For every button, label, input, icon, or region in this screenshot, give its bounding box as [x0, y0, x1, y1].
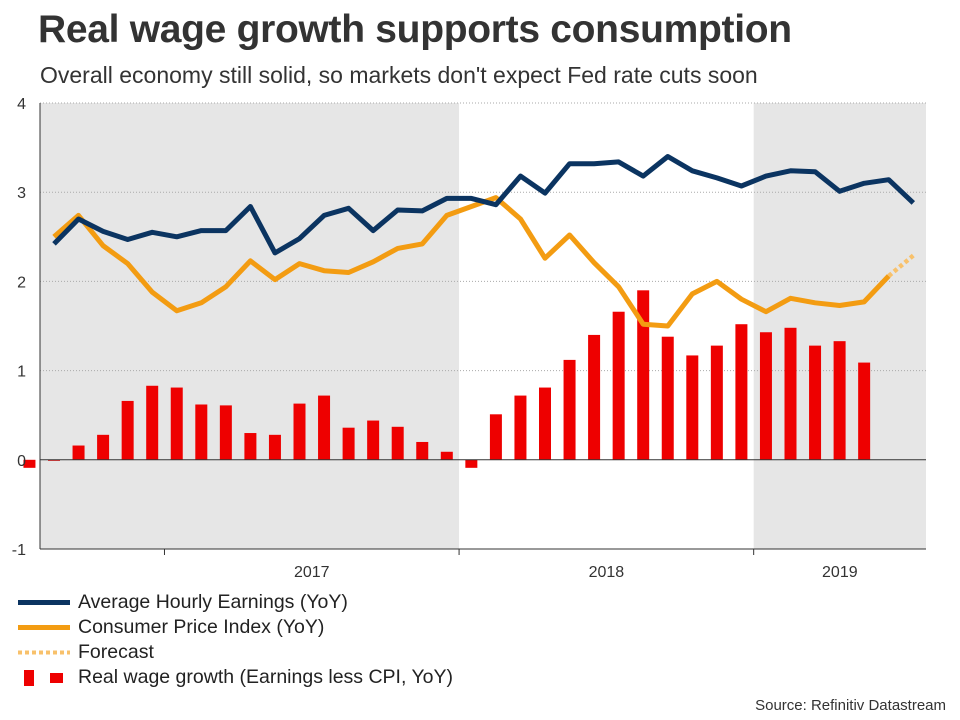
real-wage-bar [244, 433, 257, 460]
y-tick-label: 2 [17, 274, 26, 291]
real-wage-bar [268, 434, 281, 460]
real-wage-bar [735, 324, 748, 460]
real-wage-bar [759, 332, 772, 460]
real-wage-bar [809, 345, 822, 460]
real-wage-bar [539, 387, 551, 460]
real-wage-bar [318, 395, 331, 460]
real-wage-bar [367, 420, 380, 460]
real-wage-bar [170, 387, 183, 460]
legend-item-cpi: Consumer Price Index (YoY) [18, 615, 453, 640]
y-tick-label: -1 [12, 542, 26, 559]
real-wage-bar [219, 405, 232, 460]
real-wage-bar [416, 441, 429, 460]
real-wage-bar [195, 404, 208, 460]
cpi-line-swatch [18, 625, 70, 630]
real-wage-bar [391, 426, 404, 460]
real-wage-bar [121, 400, 134, 460]
real-wage-bar [72, 445, 85, 460]
real-wage-bar [563, 359, 576, 460]
x-tick-label: 2018 [589, 564, 625, 581]
real-wage-bar [514, 395, 527, 460]
real-wage-bars [23, 290, 871, 468]
real-wage-bar [784, 327, 797, 460]
real-wage-bar [661, 336, 674, 460]
axes: -1 0 1 2 3 4 2017 2018 2019 [12, 96, 926, 581]
real-wage-bar-swatch [24, 670, 63, 686]
real-wage-bar [612, 311, 625, 460]
legend-label-real-wage: Real wage growth (Earnings less CPI, YoY… [78, 666, 454, 688]
real-wage-bar [293, 403, 306, 460]
shade-band-2019 [753, 103, 926, 549]
real-wage-bar [489, 414, 502, 460]
real-wage-bar [97, 434, 110, 460]
x-tick-label: 2017 [294, 564, 330, 581]
real-wage-bar [23, 459, 36, 468]
series-lines [52, 154, 916, 329]
y-tick-label: 4 [17, 96, 26, 113]
legend-label-cpi: Consumer Price Index (YoY) [78, 616, 325, 638]
legend-item-real-wage: Real wage growth (Earnings less CPI, YoY… [18, 665, 453, 690]
legend-label-forecast: Forecast [78, 641, 154, 663]
real-wage-bar [858, 362, 871, 460]
real-wage-bar [465, 459, 478, 468]
shaded-year-bands [40, 103, 926, 549]
forecast-line [887, 253, 915, 278]
y-tick-label: 1 [17, 364, 26, 381]
real-wage-bar [686, 355, 699, 460]
real-wage-bar [146, 385, 159, 460]
legend-label-earnings: Average Hourly Earnings (YoY) [78, 591, 348, 613]
legend-item-earnings: Average Hourly Earnings (YoY) [18, 590, 453, 615]
shade-band-2017 [40, 103, 460, 549]
source-note: Source: Refinitiv Datastream [755, 697, 946, 714]
chart-title: Real wage growth supports consumption [38, 8, 792, 51]
forecast-dotted-swatch [18, 650, 70, 655]
earnings-line [52, 154, 916, 256]
legend: Average Hourly Earnings (YoY) Consumer P… [18, 590, 453, 690]
real-wage-bar [833, 341, 846, 460]
x-tick-label: 2019 [822, 564, 858, 581]
real-wage-bar [588, 334, 601, 460]
real-wage-bar [710, 345, 723, 460]
real-wage-bar [440, 451, 453, 460]
real-wage-bar [342, 427, 355, 460]
earnings-line-swatch [18, 600, 70, 605]
y-tick-label: 0 [17, 453, 26, 470]
y-tick-label: 3 [17, 185, 26, 202]
cpi-line [52, 195, 891, 329]
real-wage-bar [637, 290, 650, 460]
chart-subtitle: Overall economy still solid, so markets … [40, 62, 758, 88]
legend-item-forecast: Forecast [18, 640, 453, 665]
